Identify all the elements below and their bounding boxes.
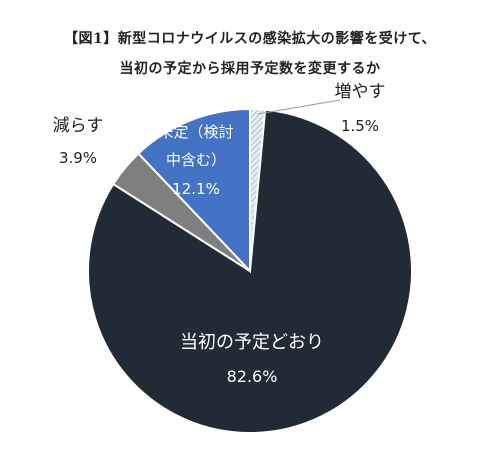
label-undecided-line2: 中含む） <box>166 151 226 169</box>
value-decrease: 3.9% <box>59 149 97 167</box>
value-increase: 1.5% <box>341 117 379 135</box>
slice-undecided <box>137 107 251 274</box>
label-as-planned: 当初の予定どおり <box>180 332 324 353</box>
value-undecided: 12.1% <box>172 180 220 198</box>
chart-title-line2: 当初の予定から採用予定数を変更するか <box>119 61 381 77</box>
label-decrease: 減らす <box>53 116 104 136</box>
label-increase: 増やす <box>335 82 386 102</box>
leader-line-increase <box>257 99 341 115</box>
label-undecided-line1: 未定（検討 <box>158 123 233 141</box>
chart-title-line1: 【図1】新型コロナウイルスの感染拡大の影響を受けて、 <box>63 31 437 47</box>
value-as-planned: 82.6% <box>227 367 278 386</box>
